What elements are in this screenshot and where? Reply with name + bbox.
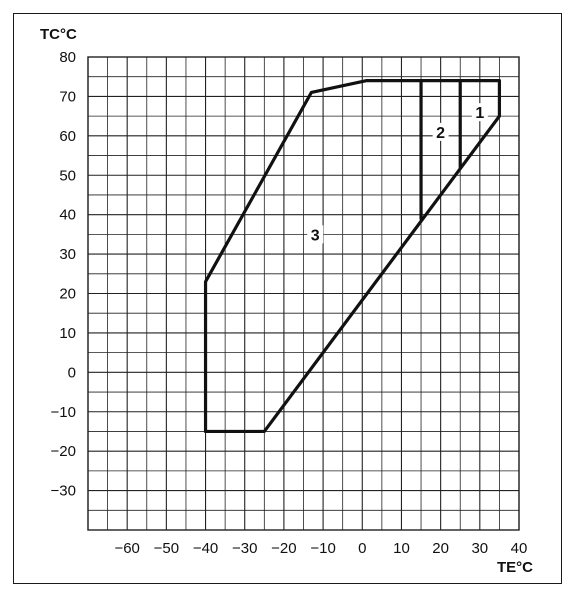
series-group xyxy=(203,79,502,434)
series-line-1 xyxy=(203,79,502,434)
annotations: 1 2 3 xyxy=(307,103,488,244)
y-tick-label: 80 xyxy=(59,49,76,66)
y-tick-label: 0 xyxy=(68,364,76,381)
y-tick-label: 40 xyxy=(59,207,76,224)
x-tick-label: −60 xyxy=(114,540,139,557)
y-tick-label: 50 xyxy=(59,167,76,184)
plot-border xyxy=(87,56,520,531)
x-tick-label: −40 xyxy=(193,540,218,557)
region-label-1: 1 xyxy=(475,105,484,122)
x-tick-label: 20 xyxy=(432,540,449,557)
x-tick-label: −50 xyxy=(154,540,179,557)
x-tick-label: 40 xyxy=(511,540,528,557)
x-tick-label: 0 xyxy=(358,540,366,557)
x-tick-label: −30 xyxy=(232,540,257,557)
y-tick-label: −20 xyxy=(51,443,76,460)
y-tick-label: 10 xyxy=(59,325,76,342)
y-axis-label: TC°C xyxy=(40,26,77,43)
x-tick-label: 10 xyxy=(393,540,410,557)
y-tick-label: 30 xyxy=(59,246,76,263)
x-axis-label: TE°C xyxy=(497,559,533,576)
y-tick-labels: 80 70 60 50 40 30 20 10 0 −10 −20 −30 xyxy=(51,49,76,500)
figure-frame xyxy=(13,13,562,584)
y-tick-label: −30 xyxy=(51,483,76,500)
annotation-background xyxy=(307,225,324,244)
y-tick-label: 60 xyxy=(59,128,76,145)
annotation-background xyxy=(471,103,488,122)
y-tick-label: −10 xyxy=(51,404,76,421)
annotation-background xyxy=(432,122,449,141)
y-tick-label: 70 xyxy=(59,88,76,105)
x-tick-label: 30 xyxy=(471,540,488,557)
y-tick-label: 20 xyxy=(59,286,76,303)
region-label-3: 3 xyxy=(311,227,320,244)
x-tick-label: −10 xyxy=(310,540,335,557)
x-tick-label: −20 xyxy=(271,540,296,557)
x-tick-labels: −60 −50 −40 −30 −20 −10 0 10 20 30 40 xyxy=(114,540,527,557)
grid xyxy=(87,56,520,531)
region-label-2: 2 xyxy=(436,125,445,142)
